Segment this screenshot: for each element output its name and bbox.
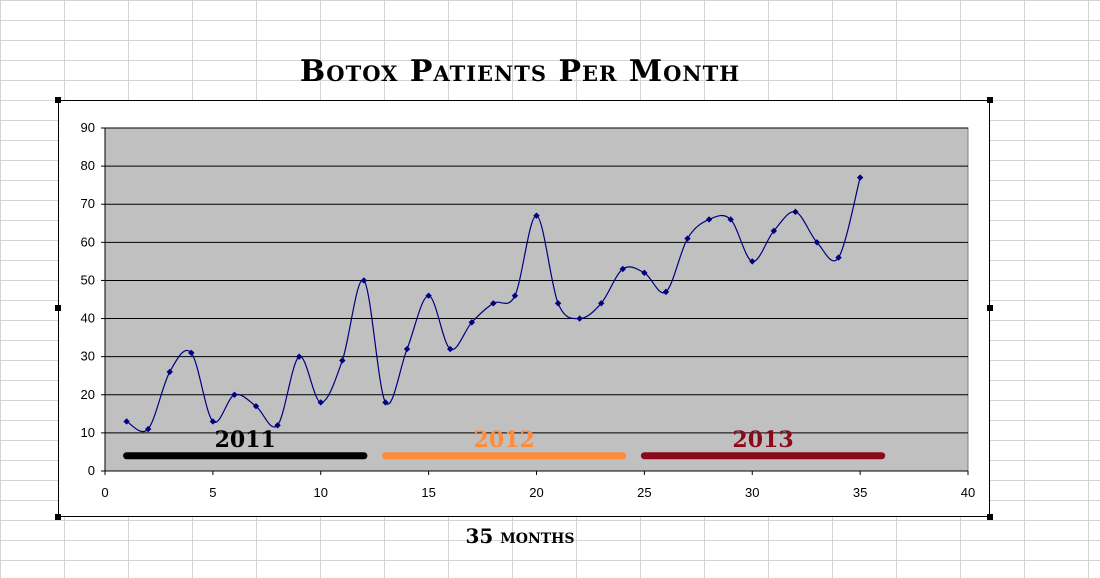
y-tick-label-60: 60 (81, 234, 95, 249)
plot-area (104, 127, 969, 472)
data-point-31 (770, 227, 778, 235)
resize-handle-bottom-left[interactable] (55, 514, 61, 520)
y-tick-label-30: 30 (81, 349, 95, 364)
x-tick-label-10: 10 (314, 485, 328, 500)
data-point-18 (490, 300, 497, 307)
data-point-20 (533, 212, 540, 219)
data-point-35 (856, 174, 864, 181)
x-tick-label-35: 35 (853, 485, 867, 500)
data-point-22 (576, 315, 583, 322)
y-tick-label-80: 80 (81, 158, 95, 173)
resize-handle-bottom-right[interactable] (987, 514, 993, 520)
data-point-7 (252, 403, 260, 410)
resize-handle-top-left[interactable] (55, 97, 61, 103)
data-point-2 (144, 425, 152, 433)
chart-frame[interactable]: 0 10 20 30 40 50 60 70 80 90 0 5 10 15 20 25 30 35 40 2011 2… (58, 100, 990, 517)
data-point-25 (641, 269, 648, 277)
data-point-30 (749, 258, 756, 265)
data-point-32 (792, 208, 799, 216)
data-point-11 (339, 357, 346, 364)
data-point-6 (231, 391, 238, 398)
data-point-13 (382, 399, 389, 406)
chart-title: Botox Patients Per Month (299, 54, 741, 89)
resize-handle-middle-right[interactable] (987, 305, 993, 311)
x-tick-label-25: 25 (637, 485, 651, 500)
year-label-2012: 2012 (474, 427, 535, 453)
x-tick-label-20: 20 (529, 485, 543, 500)
year-label-2011: 2011 (215, 427, 276, 453)
data-point-10 (317, 399, 324, 406)
x-tick-label-5: 5 (209, 485, 216, 500)
data-point-24 (619, 265, 626, 273)
data-point-12 (360, 277, 368, 284)
data-point-16 (447, 345, 454, 353)
data-point-33 (813, 239, 821, 246)
x-tick-label-40: 40 (961, 485, 975, 500)
data-point-26 (662, 288, 670, 296)
y-tick-label-70: 70 (81, 196, 95, 211)
data-point-9 (295, 353, 303, 360)
x-tick-label-0: 0 (101, 485, 108, 500)
x-axis-title: 35 months (465, 524, 575, 548)
data-point-1 (123, 418, 130, 425)
data-point-4 (188, 349, 195, 357)
data-point-5 (209, 418, 217, 425)
y-tick-label-50: 50 (81, 272, 95, 287)
y-tick-label-0: 0 (88, 463, 95, 478)
line-chart: 0 10 20 30 40 50 60 70 80 90 0 5 10 15 20 25 30 35 40 2011 2… (81, 120, 976, 500)
data-point-28 (705, 216, 713, 223)
y-tick-label-40: 40 (81, 311, 95, 326)
x-tick-label-30: 30 (745, 485, 759, 500)
data-point-29 (727, 216, 734, 223)
data-point-3 (166, 368, 173, 376)
data-point-15 (425, 292, 432, 299)
x-tick-label-15: 15 (421, 485, 435, 500)
resize-handle-top-right[interactable] (987, 97, 993, 103)
data-point-27 (684, 235, 691, 242)
year-label-2013: 2013 (732, 427, 793, 453)
y-tick-label-20: 20 (81, 387, 95, 402)
y-tick-label-90: 90 (81, 120, 95, 135)
data-point-34 (835, 254, 842, 261)
y-tick-label-10: 10 (81, 425, 95, 440)
resize-handle-middle-left[interactable] (55, 305, 61, 311)
data-point-23 (598, 300, 605, 307)
data-point-14 (403, 345, 411, 353)
data-point-8 (274, 422, 281, 429)
